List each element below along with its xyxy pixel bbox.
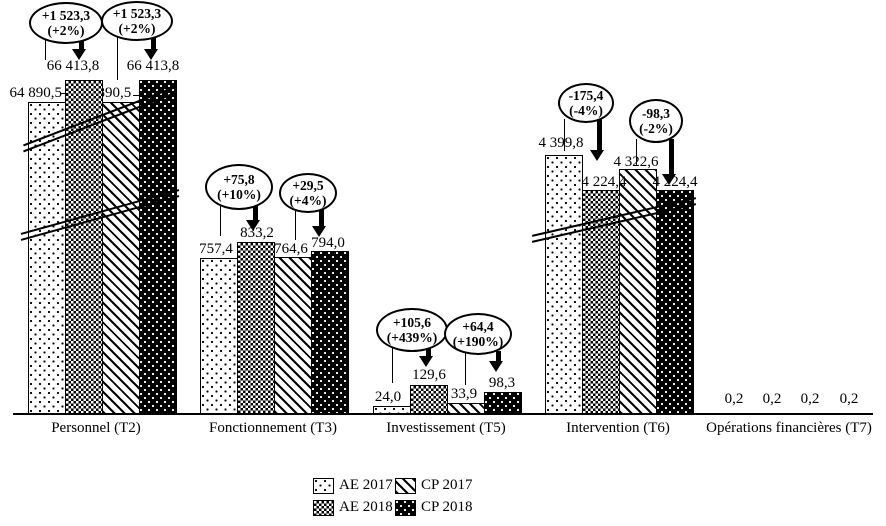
value-label-cp-2018-fonctionnement-t3: 794,0 [311, 235, 345, 251]
annotation-arrowhead-4 [419, 356, 433, 367]
annotation-leader-line-7 [636, 139, 637, 166]
annotation-leader-line-3 [295, 209, 296, 240]
annotation-delta-percent: (+2%) [118, 21, 156, 36]
bar-cp-2017-personnel-t2 [102, 102, 140, 414]
annotation-bubble-personnel-t2-1: +1 523,3 (+2%) [29, 2, 103, 44]
value-label-cp-2018-personnel-t2: 66 413,8 [126, 58, 180, 74]
annotation-leader-line-0 [45, 40, 46, 60]
annotation-bubble-intervention-t6-2: -98,3 (-2%) [629, 99, 683, 143]
bar-cp-2018-intervention-t6 [656, 190, 694, 414]
category-label-intervention-t6: Intervention (T6) [566, 420, 670, 436]
annotation-leader-line-5 [465, 351, 466, 385]
annotation-delta-percent: (+439%) [386, 330, 438, 345]
legend-label-cp-2017: CP 2017 [421, 477, 473, 493]
annotation-delta-value: +64,4 [462, 319, 494, 334]
bar-cp-2017-investissement-t5 [447, 403, 485, 414]
annotation-arrow-shaft-7 [669, 139, 674, 175]
annotation-bubble-personnel-t2-2: +1 523,3 (+2%) [101, 1, 173, 41]
annotation-bubble-investissement-t5-2: +64,4 (+190%) [444, 313, 512, 355]
annotation-arrow-shaft-4 [426, 348, 431, 357]
x-axis-line [13, 413, 873, 415]
value-label-ae-2017-operations-financieres-t7: 0,2 [724, 391, 744, 407]
annotation-delta-value: +29,5 [292, 178, 324, 193]
value-label-ae-2018-intervention-t6: 4 224,4 [581, 174, 627, 190]
annotation-arrowhead-2 [246, 220, 260, 231]
value-label-cp-2017-investissement-t5: 33,9 [450, 386, 478, 402]
annotation-arrowhead-7 [662, 174, 676, 185]
annotation-delta-value: +1 523,3 [41, 8, 91, 23]
annotation-leader-line-4 [392, 348, 393, 383]
annotation-leader-line-1 [117, 37, 118, 80]
annotation-delta-value: -98,3 [641, 106, 671, 121]
bar-ae-2018-fonctionnement-t3 [237, 242, 275, 414]
annotation-delta-percent: (-2%) [639, 121, 673, 136]
annotation-arrow-shaft-6 [597, 112, 602, 151]
value-label-ae-2018-personnel-t2: 66 413,8 [46, 58, 100, 74]
label-leader-dash-0 [60, 93, 68, 94]
annotation-arrow-shaft-2 [253, 206, 258, 221]
legend-label-cp-2018: CP 2018 [421, 499, 473, 515]
annotation-delta-value: +1 523,3 [112, 6, 162, 21]
bar-cp-2018-personnel-t2 [139, 80, 177, 414]
category-label-personnel-t2: Personnel (T2) [51, 420, 141, 436]
annotation-bubble-fonctionnement-t3-2: +29,5 (+4%) [279, 173, 337, 213]
value-label-cp-2018-operations-financieres-t7: 0,2 [839, 391, 859, 407]
annotation-leader-line-6 [564, 119, 565, 151]
bar-ae-2018-investissement-t5 [410, 385, 448, 414]
bar-cp-2017-fonctionnement-t3 [274, 257, 312, 414]
legend-label-ae-2017: AE 2017 [339, 477, 393, 493]
annotation-delta-percent: (+190%) [452, 334, 504, 349]
value-label-ae-2017-fonctionnement-t3: 757,4 [199, 241, 233, 257]
bar-cp-2018-investissement-t5 [484, 392, 522, 414]
annotation-arrowhead-5 [489, 361, 503, 372]
bar-cp-2018-fonctionnement-t3 [311, 251, 349, 414]
annotation-arrow-shaft-5 [496, 351, 501, 362]
annotation-bubble-investissement-t5-1: +105,6 (+439%) [376, 308, 448, 352]
category-label-fonctionnement-t3: Fonctionnement (T3) [209, 420, 337, 436]
annotation-arrow-shaft-1 [151, 37, 156, 50]
value-label-ae-2017-investissement-t5: 24,0 [374, 389, 402, 405]
annotation-leader-line-2 [220, 206, 221, 236]
value-label-cp-2017-fonctionnement-t3: 764,6 [274, 241, 308, 257]
bar-ae-2017-personnel-t2 [28, 102, 66, 414]
annotation-arrowhead-1 [144, 49, 158, 60]
legend-swatch-ae-2018 [313, 500, 334, 516]
category-label-investissement-t5: Investissement (T5) [386, 420, 506, 436]
annotation-delta-percent: (-4%) [569, 103, 603, 118]
legend-swatch-cp-2018 [395, 500, 416, 516]
annotation-bubble-intervention-t6-1: -175,4 (-4%) [558, 83, 614, 123]
value-label-ae-2017-personnel-t2: 64 890,5 [9, 85, 63, 101]
annotation-arrowhead-3 [312, 226, 326, 237]
bar-ae-2018-personnel-t2 [65, 80, 103, 414]
bar-cp-2017-intervention-t6 [619, 169, 657, 414]
bar-ae-2017-investissement-t5 [373, 406, 411, 414]
annotation-delta-value: +75,8 [223, 172, 255, 187]
value-label-ae-2018-investissement-t5: 129,6 [412, 367, 446, 383]
legend-swatch-cp-2017 [395, 478, 416, 494]
annotation-arrow-shaft-3 [319, 209, 324, 227]
legend-label-ae-2018: AE 2018 [339, 499, 393, 515]
value-label-ae-2017-intervention-t6: 4 399,8 [538, 135, 584, 151]
annotation-arrowhead-6 [590, 150, 604, 161]
annotation-arrowhead-0 [72, 49, 86, 60]
annotation-arrow-shaft-0 [79, 39, 84, 50]
annotation-delta-percent: (+10%) [217, 187, 261, 202]
value-label-ae-2018-operations-financieres-t7: 0,2 [762, 391, 782, 407]
annotation-delta-percent: (+2%) [47, 23, 85, 38]
annotation-delta-value: -175,4 [568, 88, 604, 103]
annotation-delta-value: +105,6 [392, 315, 432, 330]
annotation-delta-percent: (+4%) [289, 193, 327, 208]
annotation-bubble-fonctionnement-t3-1: +75,8 (+10%) [205, 164, 273, 210]
value-label-cp-2017-operations-financieres-t7: 0,2 [800, 391, 820, 407]
bar-ae-2017-fonctionnement-t3 [200, 258, 238, 414]
bar-ae-2017-intervention-t6 [545, 155, 583, 414]
label-leader-dash-1 [133, 95, 140, 96]
category-label-operations-financieres-t7: Opérations financières (T7) [706, 420, 872, 436]
value-label-cp-2018-investissement-t5: 98,3 [488, 375, 516, 391]
legend-swatch-ae-2017 [313, 478, 334, 494]
